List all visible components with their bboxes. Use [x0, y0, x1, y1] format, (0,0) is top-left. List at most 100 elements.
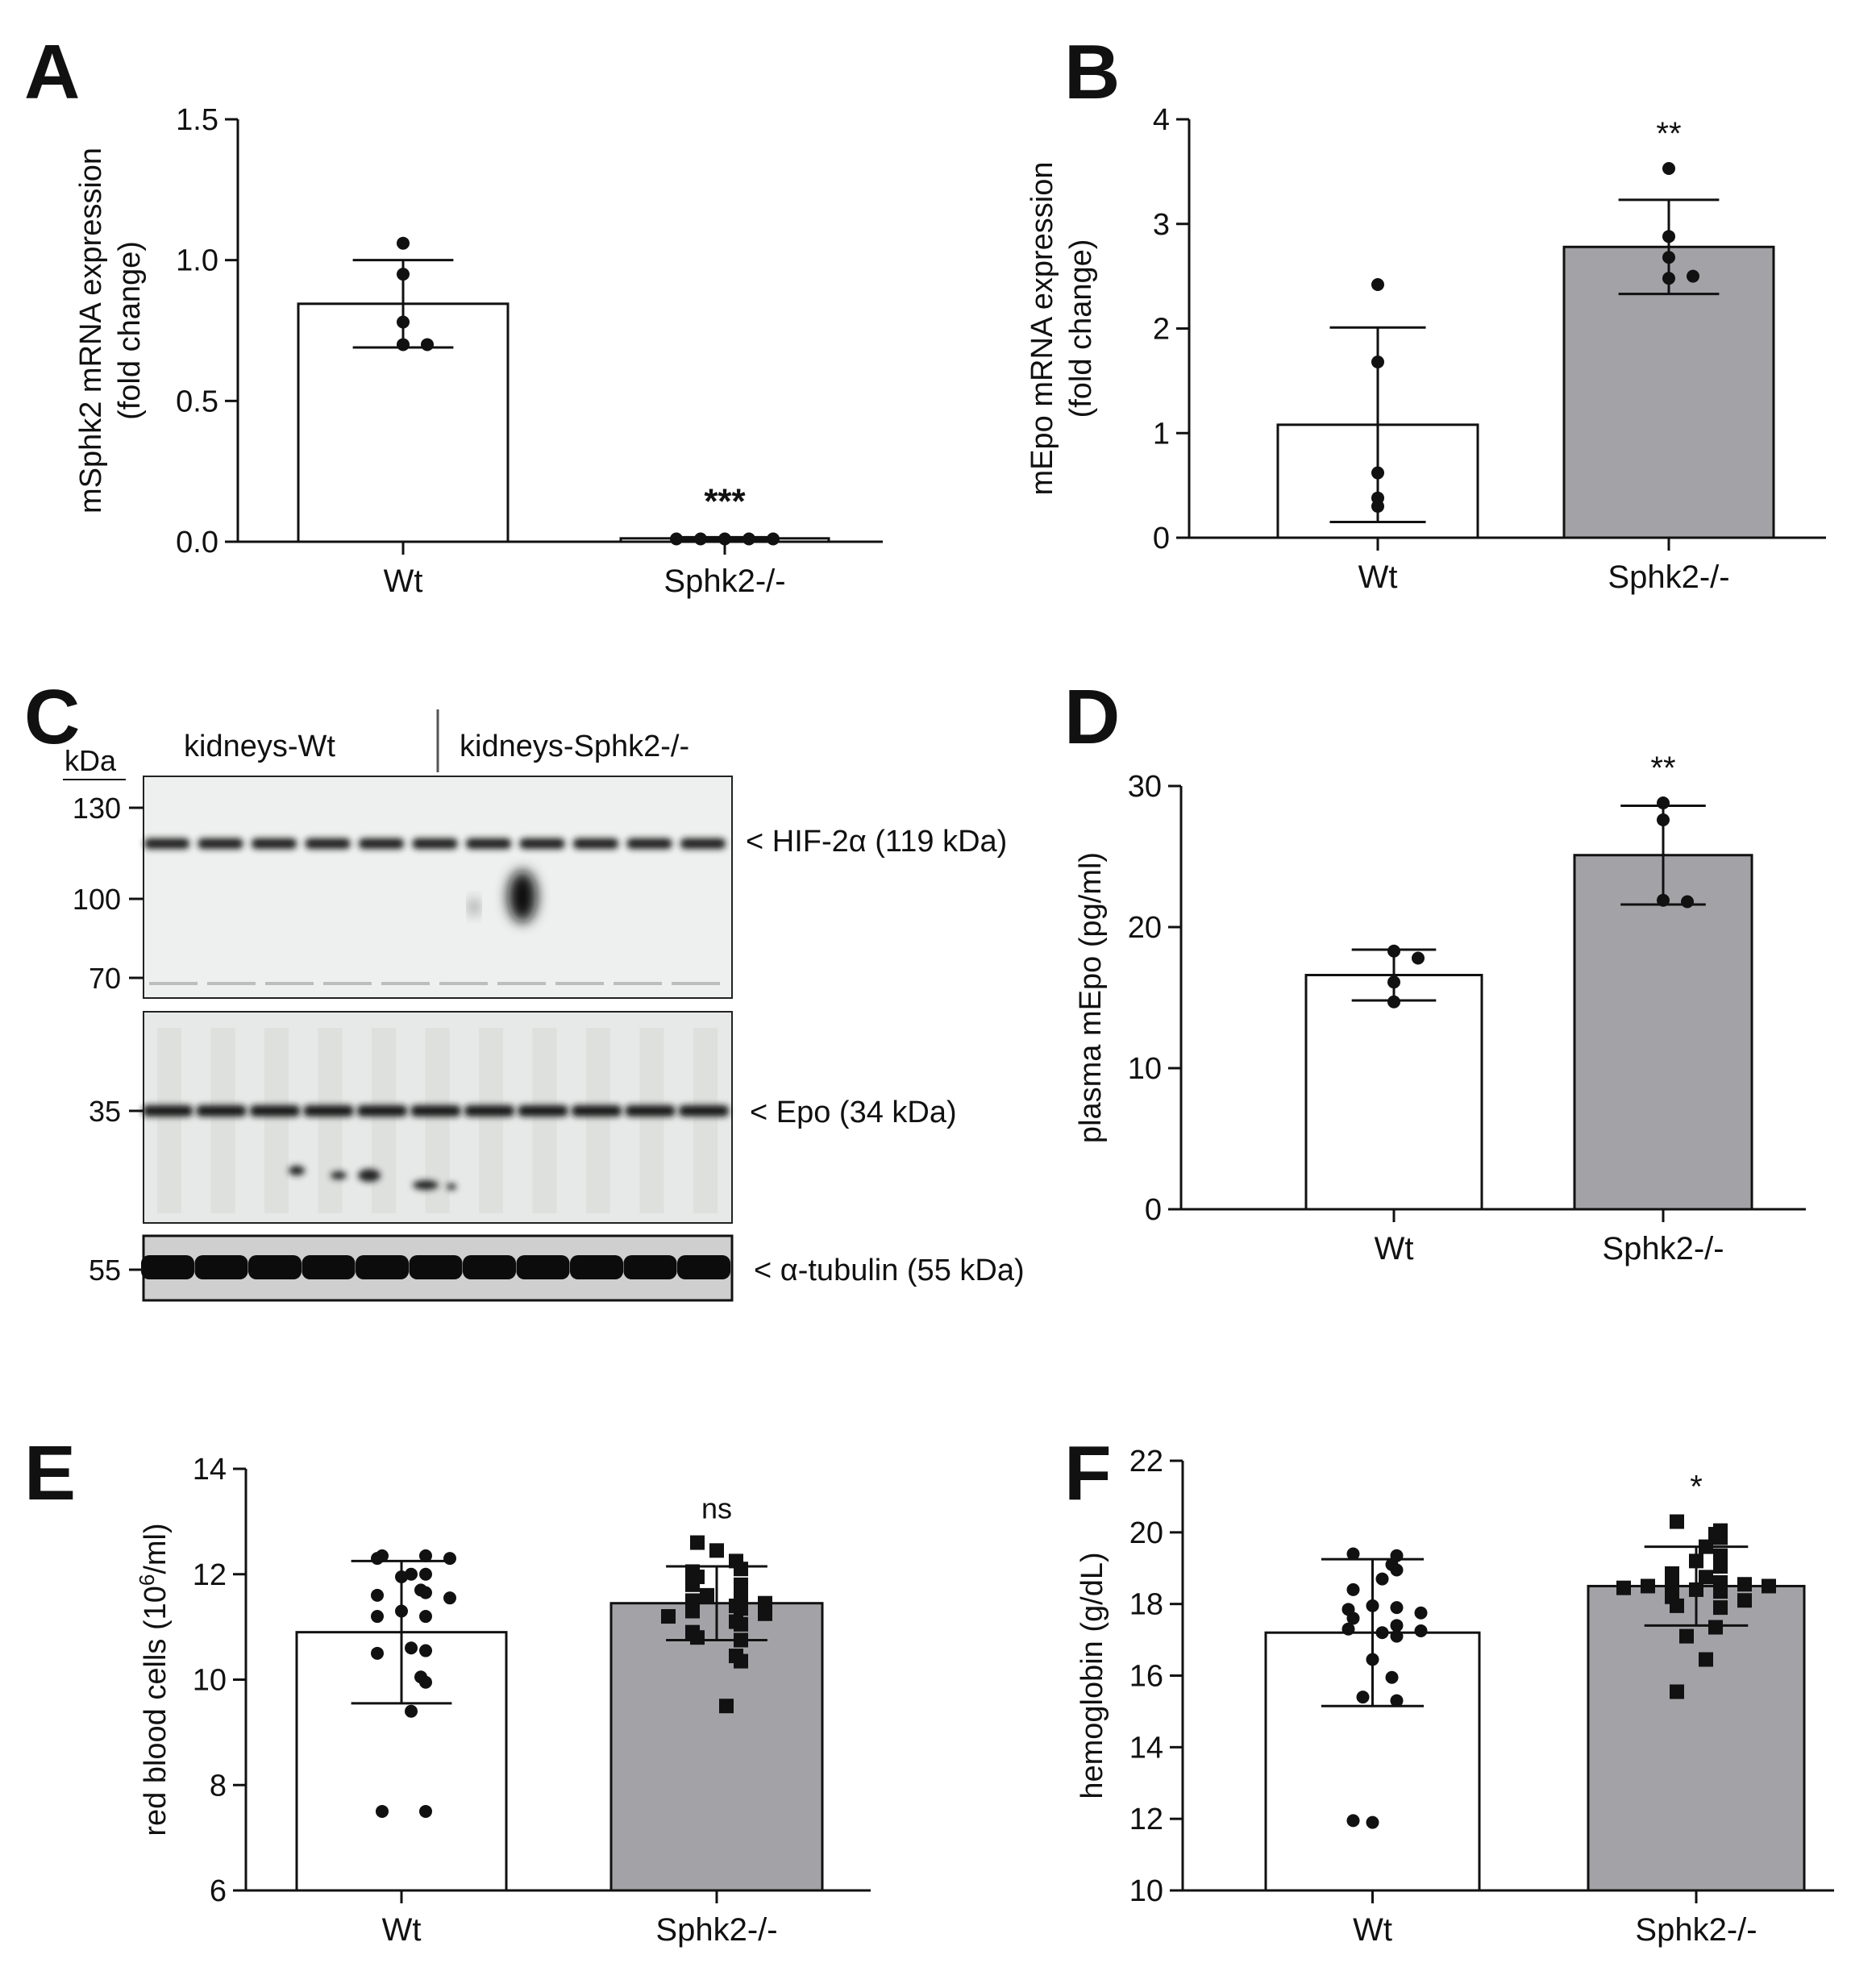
y-tick-label: 14 — [1129, 1731, 1163, 1765]
chart-d: 0 10 20 30 plasma mEpo (pg/ml) Wt Sphk2-/- ** — [935, 669, 1870, 1298]
epo-band — [357, 1105, 407, 1117]
hif2a-band — [412, 838, 458, 849]
x-tick-label: Sphk2-/- — [655, 1912, 777, 1948]
tubulin-band — [248, 1255, 302, 1279]
data-point — [1371, 500, 1384, 514]
tubulin-band — [463, 1255, 516, 1279]
data-point — [690, 1630, 705, 1645]
data-point — [1375, 1626, 1389, 1640]
data-point — [395, 1570, 408, 1584]
data-point — [397, 236, 410, 250]
data-point — [1657, 796, 1670, 809]
data-point — [1390, 1563, 1404, 1577]
tubulin-band — [141, 1255, 194, 1279]
panel-label-d: D — [1064, 674, 1121, 760]
data-point — [1713, 1530, 1728, 1545]
data-point — [694, 532, 707, 546]
y-tick-label: 10 — [193, 1664, 227, 1698]
data-point — [767, 532, 780, 546]
y-tick-label: 16 — [1129, 1660, 1163, 1694]
chart-a-layer: 0.0 0.5 1.0 1.5 mSphk2 mRNA expression (fold … — [74, 103, 883, 599]
data-point — [1390, 1629, 1404, 1643]
x-tick-label: Wt — [382, 1912, 422, 1948]
data-point — [419, 1586, 432, 1599]
data-point — [395, 1604, 408, 1618]
data-point — [1641, 1578, 1655, 1594]
epo-bands — [143, 1028, 729, 1213]
data-point — [1346, 1547, 1360, 1561]
data-point — [371, 1610, 384, 1624]
epo-lane-smear — [318, 1028, 343, 1213]
y-tick-label: 12 — [1129, 1803, 1163, 1836]
tubulin-band — [516, 1255, 570, 1279]
data-point — [718, 532, 731, 546]
marker-35: 35 — [89, 1095, 121, 1128]
data-point — [443, 1552, 456, 1566]
data-point — [685, 1577, 700, 1592]
y-tick-label: 6 — [210, 1874, 227, 1908]
y-tick-label: 12 — [193, 1558, 227, 1592]
data-point — [421, 338, 434, 351]
hif2a-band — [252, 838, 297, 849]
data-point — [1375, 1572, 1389, 1586]
y-tick-label: 30 — [1128, 770, 1162, 804]
y-tick-label: 1.0 — [176, 244, 218, 278]
epo-band — [572, 1105, 622, 1117]
marker-130: 130 — [73, 792, 121, 825]
chart-d-layer: 0 10 20 30 plasma mEpo (pg/ml) Wt Sphk2-/- ** — [1074, 751, 1806, 1266]
x-tick-label: Sphk2-/- — [1635, 1912, 1757, 1948]
data-point — [376, 1804, 389, 1818]
data-point — [1657, 893, 1670, 907]
y-tick-label: 3 — [1153, 208, 1170, 242]
data-point — [1679, 1628, 1694, 1644]
significance-label: ** — [1656, 116, 1681, 152]
tubulin-band — [302, 1255, 356, 1279]
hif2a-bands — [144, 838, 726, 849]
epo-band — [303, 1105, 354, 1117]
data-point — [419, 1644, 432, 1657]
data-point — [734, 1653, 748, 1669]
epo-band — [143, 1105, 193, 1117]
data-point — [670, 532, 683, 546]
data-point — [371, 1646, 384, 1660]
epo-band — [410, 1105, 461, 1117]
band-label-tubulin: < α-tubulin (55 kDa) — [754, 1254, 1025, 1287]
chart-b-plot: 0 1 2 3 4 mEpo mRNA expression (fold change) Wt… — [1025, 103, 1826, 595]
data-point — [1371, 356, 1384, 369]
data-point — [405, 1704, 418, 1718]
tubulin-bands — [141, 1255, 730, 1279]
y-axis-label-unit: (fold change) — [1064, 239, 1098, 418]
significance-label: * — [1690, 1470, 1703, 1505]
data-point — [1699, 1652, 1713, 1667]
data-point — [734, 1632, 748, 1648]
data-point — [1689, 1553, 1703, 1569]
data-point — [405, 1567, 418, 1581]
y-tick-label: 22 — [1129, 1445, 1163, 1478]
data-point — [1414, 1606, 1428, 1620]
data-point — [397, 338, 410, 351]
data-point — [742, 532, 755, 546]
chart-d-plot: 0 10 20 30 plasma mEpo (pg/ml) Wt Sphk2-/- ** — [1074, 751, 1806, 1266]
chart-f: 10 12 14 16 18 20 22 hemoglobin (g/dL) Wt Sphk2-/… — [935, 1387, 1870, 1959]
significance-label: ** — [1650, 751, 1675, 786]
data-point — [1699, 1539, 1713, 1554]
y-tick-label: 14 — [193, 1453, 227, 1487]
x-tick-label: Wt — [1353, 1912, 1392, 1948]
data-point — [419, 1567, 432, 1581]
data-point — [1737, 1593, 1752, 1608]
epo-lane-smear — [372, 1028, 396, 1213]
data-point — [700, 1587, 714, 1603]
y-tick-label: 20 — [1129, 1516, 1163, 1550]
data-point — [1713, 1600, 1728, 1616]
y-tick-label: 0.0 — [176, 526, 218, 559]
marker-70: 70 — [89, 962, 121, 995]
western-blot-image: kDa kidneys-Wt kidneys-Sphk2-/- 130 100 … — [63, 709, 1025, 1302]
data-point — [1387, 944, 1400, 958]
group-label-wt: kidneys-Wt — [184, 730, 335, 763]
data-point — [734, 1616, 748, 1632]
y-axis-label: plasma mEpo (pg/ml) — [1074, 852, 1108, 1143]
data-point — [1699, 1570, 1713, 1585]
y-tick-label: 20 — [1128, 911, 1162, 945]
data-point — [1356, 1691, 1370, 1704]
data-point — [1346, 1814, 1360, 1828]
